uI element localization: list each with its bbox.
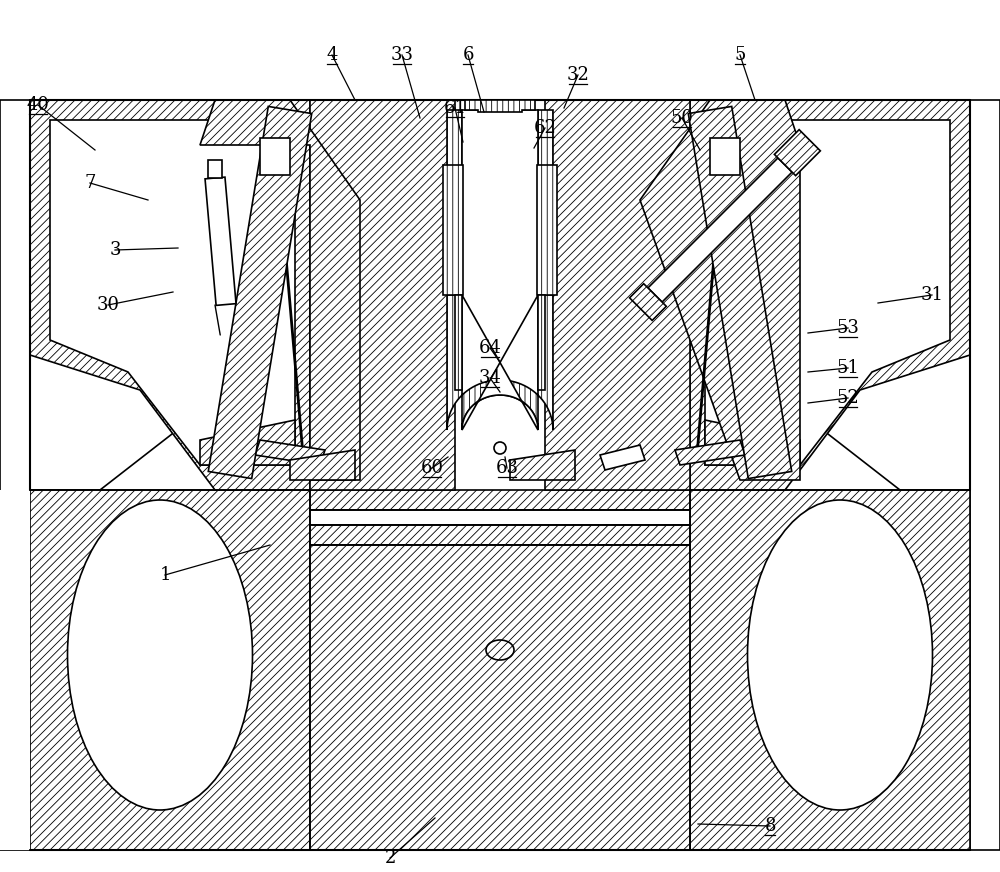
Polygon shape [538,110,553,295]
Polygon shape [0,490,30,850]
Text: 61: 61 [444,99,466,117]
Text: 64: 64 [479,339,501,357]
Polygon shape [705,420,800,465]
Text: 2: 2 [384,849,396,867]
Polygon shape [675,440,745,465]
Polygon shape [443,165,463,295]
Polygon shape [208,106,312,479]
Polygon shape [538,295,545,390]
Polygon shape [545,100,690,490]
Polygon shape [690,490,970,850]
Text: 62: 62 [534,119,556,137]
Polygon shape [462,110,538,430]
Text: 32: 32 [567,66,589,84]
Text: 51: 51 [837,359,859,377]
Polygon shape [310,525,690,545]
Text: 34: 34 [479,369,501,387]
Text: 33: 33 [390,46,414,64]
Polygon shape [205,177,236,305]
Text: 63: 63 [496,459,518,477]
Text: 30: 30 [96,296,120,314]
Text: 52: 52 [837,389,859,407]
Text: 40: 40 [27,96,49,114]
Polygon shape [30,490,310,850]
Text: 4: 4 [326,46,338,64]
Polygon shape [790,100,1000,850]
Polygon shape [208,160,222,178]
Polygon shape [648,158,792,302]
Polygon shape [255,440,325,465]
Text: 60: 60 [420,459,444,477]
Text: 1: 1 [159,566,171,584]
Polygon shape [630,283,666,320]
Polygon shape [690,100,970,490]
Polygon shape [260,138,290,175]
Polygon shape [50,120,295,465]
Polygon shape [310,100,455,490]
Polygon shape [510,450,575,480]
Polygon shape [774,130,820,175]
Polygon shape [0,100,210,850]
Text: 31: 31 [920,286,944,304]
Text: 3: 3 [109,241,121,259]
Polygon shape [447,295,553,430]
Text: 53: 53 [837,319,859,337]
Text: 6: 6 [462,46,474,64]
Text: 50: 50 [671,109,693,127]
Polygon shape [705,120,950,465]
Polygon shape [447,110,462,295]
Polygon shape [200,420,295,465]
Polygon shape [200,100,360,480]
Polygon shape [310,510,690,525]
Ellipse shape [748,500,932,810]
Polygon shape [600,445,645,470]
Polygon shape [465,100,535,112]
Text: 7: 7 [84,174,96,192]
Polygon shape [710,138,740,175]
Polygon shape [310,545,690,850]
Polygon shape [310,490,690,510]
Polygon shape [640,100,800,480]
Text: 8: 8 [764,817,776,835]
Polygon shape [455,295,462,390]
Polygon shape [290,450,355,480]
Polygon shape [688,106,792,479]
Ellipse shape [68,500,252,810]
Polygon shape [537,165,557,295]
Text: 5: 5 [734,46,746,64]
Polygon shape [30,100,310,490]
